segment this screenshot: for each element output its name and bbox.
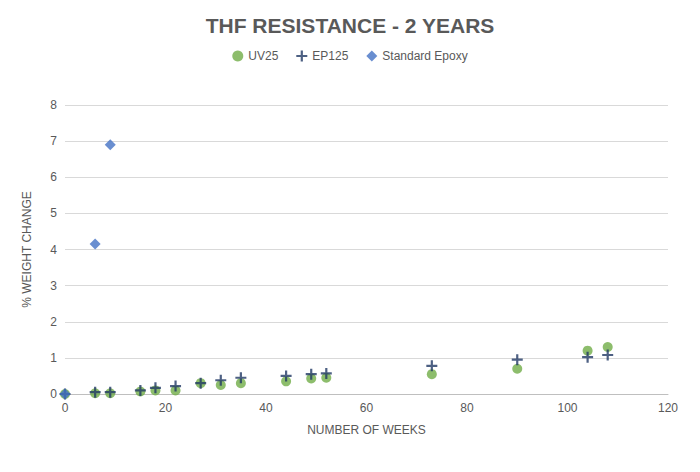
svg-text:EP125: EP125 (312, 49, 348, 63)
svg-text:1: 1 (50, 351, 57, 365)
svg-text:2: 2 (50, 315, 57, 329)
svg-text:% WEIGHT CHANGE: % WEIGHT CHANGE (20, 191, 34, 307)
svg-text:60: 60 (360, 401, 374, 415)
svg-text:Standard Epoxy: Standard Epoxy (382, 49, 467, 63)
svg-text:6: 6 (50, 170, 57, 184)
svg-text:7: 7 (50, 134, 57, 148)
svg-text:100: 100 (557, 401, 577, 415)
svg-text:NUMBER OF WEEKS: NUMBER OF WEEKS (307, 423, 426, 437)
svg-text:8: 8 (50, 98, 57, 112)
svg-text:80: 80 (460, 401, 474, 415)
svg-text:20: 20 (159, 401, 173, 415)
svg-text:3: 3 (50, 279, 57, 293)
svg-text:UV25: UV25 (248, 49, 278, 63)
svg-text:5: 5 (50, 206, 57, 220)
svg-text:0: 0 (62, 401, 69, 415)
svg-text:120: 120 (658, 401, 678, 415)
svg-text:THF RESISTANCE - 2 YEARS: THF RESISTANCE - 2 YEARS (206, 14, 495, 37)
svg-text:40: 40 (259, 401, 273, 415)
svg-text:0: 0 (50, 387, 57, 401)
svg-text:4: 4 (50, 243, 57, 257)
